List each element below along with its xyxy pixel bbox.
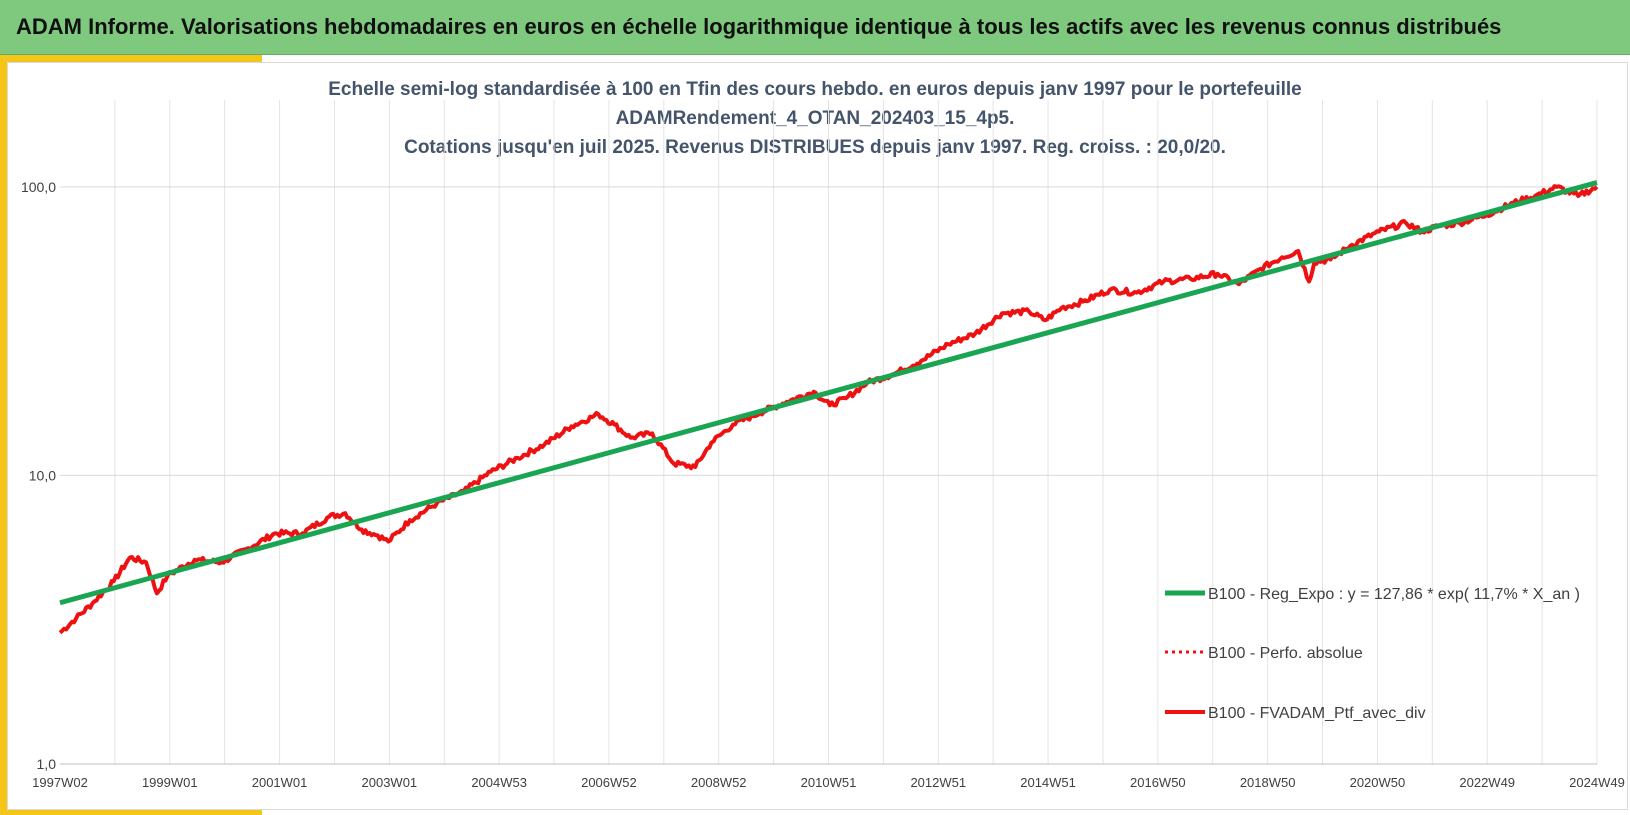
series-line-regression bbox=[59, 180, 1598, 606]
y-tick-label: 1,0 bbox=[37, 756, 57, 772]
x-tick-label: 2008W52 bbox=[691, 775, 747, 790]
x-tick-label: 2014W51 bbox=[1020, 775, 1076, 790]
header-banner: ADAM Informe. Valorisations hebdomadaire… bbox=[0, 0, 1630, 55]
y-tick-label: 100,0 bbox=[21, 179, 56, 195]
accent-bar-top bbox=[0, 55, 262, 62]
chart-title-line-1: Echelle semi-log standardisée à 100 en T… bbox=[328, 79, 1302, 100]
x-tick-label: 2024W49 bbox=[1569, 775, 1625, 790]
y-axis-ticks: 1,0 10,0 100,0 bbox=[21, 179, 56, 772]
x-tick-label: 2003W01 bbox=[362, 775, 418, 790]
legend: B100 - Reg_Expo : y = 127,86 * exp( 11,7… bbox=[1165, 586, 1580, 722]
legend-label: B100 - Reg_Expo : y = 127,86 * exp( 11,7… bbox=[1208, 586, 1580, 603]
x-tick-label: 2018W50 bbox=[1240, 775, 1296, 790]
accent-bar-bottom bbox=[0, 808, 262, 815]
x-tick-label: 2016W50 bbox=[1130, 775, 1186, 790]
x-tick-label: 2004W53 bbox=[471, 775, 527, 790]
x-tick-label: 1999W01 bbox=[142, 775, 198, 790]
legend-label: B100 - Perfo. absolue bbox=[1208, 645, 1363, 662]
x-axis-ticks: 1997W02 1999W01 2001W01 2003W01 2004W53 2006W… bbox=[32, 775, 1625, 790]
x-tick-label: 2012W51 bbox=[910, 775, 966, 790]
y-tick-label: 10,0 bbox=[29, 467, 56, 483]
chart-title-line-3: Cotations jusqu'en juil 2025. Revenus DI… bbox=[404, 137, 1226, 158]
page-title: ADAM Informe. Valorisations hebdomadaire… bbox=[16, 14, 1502, 39]
vertical-gridlines bbox=[114, 100, 1598, 764]
x-tick-label: 2022W49 bbox=[1459, 775, 1515, 790]
legend-label: B100 - FVADAM_Ptf_avec_div bbox=[1208, 705, 1426, 722]
accent-bar-left bbox=[0, 55, 7, 815]
x-tick-label: 2006W52 bbox=[581, 775, 637, 790]
x-tick-label: 1997W02 bbox=[32, 775, 88, 790]
x-tick-label: 2020W50 bbox=[1350, 775, 1406, 790]
x-tick-label: 2001W01 bbox=[252, 775, 308, 790]
x-tick-label: 2010W51 bbox=[801, 775, 857, 790]
chart-title-line-2: ADAMRendement_4_OTAN_202403_15_4p5. bbox=[615, 108, 1015, 129]
